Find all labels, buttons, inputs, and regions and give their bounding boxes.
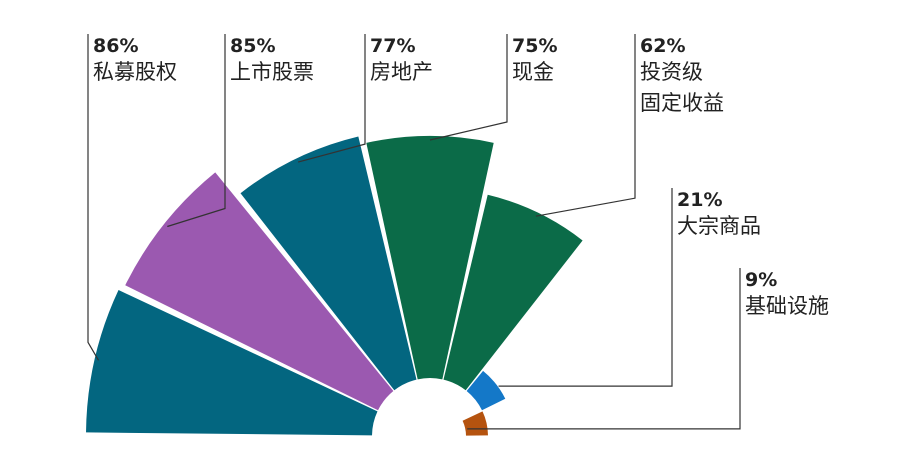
value-label-7: 9% (745, 269, 777, 291)
sector-4 (366, 136, 494, 380)
sector-2 (125, 172, 394, 411)
sector-6 (466, 370, 506, 411)
sector-1 (86, 289, 378, 436)
sector-3 (240, 136, 417, 391)
category-label-5: 投资级 (640, 60, 703, 84)
leader-line-2 (167, 34, 226, 228)
value-label-4: 75% (512, 35, 557, 57)
category-label-1: 私募股权 (93, 60, 177, 84)
category-label-4: 现金 (512, 60, 554, 84)
leader-line-4 (429, 34, 508, 141)
sector-5 (443, 194, 583, 391)
value-label-3: 77% (370, 35, 415, 57)
leader-line-5 (535, 34, 636, 217)
category-label-6: 大宗商品 (677, 214, 761, 238)
leader-line-3 (297, 34, 366, 163)
category-label-7: 基础设施 (745, 294, 829, 318)
value-label-6: 21% (677, 189, 722, 211)
category-label-5-line-2: 固定收益 (640, 91, 724, 115)
category-label-3: 房地产 (370, 60, 433, 84)
value-label-2: 85% (230, 35, 275, 57)
leader-line-1 (87, 34, 100, 361)
leader-line-7 (467, 268, 741, 430)
value-label-5: 62% (640, 35, 685, 57)
leader-line-6 (498, 188, 673, 387)
value-label-1: 86% (93, 35, 138, 57)
sector-7 (462, 411, 488, 436)
category-label-2: 上市股票 (230, 60, 314, 84)
